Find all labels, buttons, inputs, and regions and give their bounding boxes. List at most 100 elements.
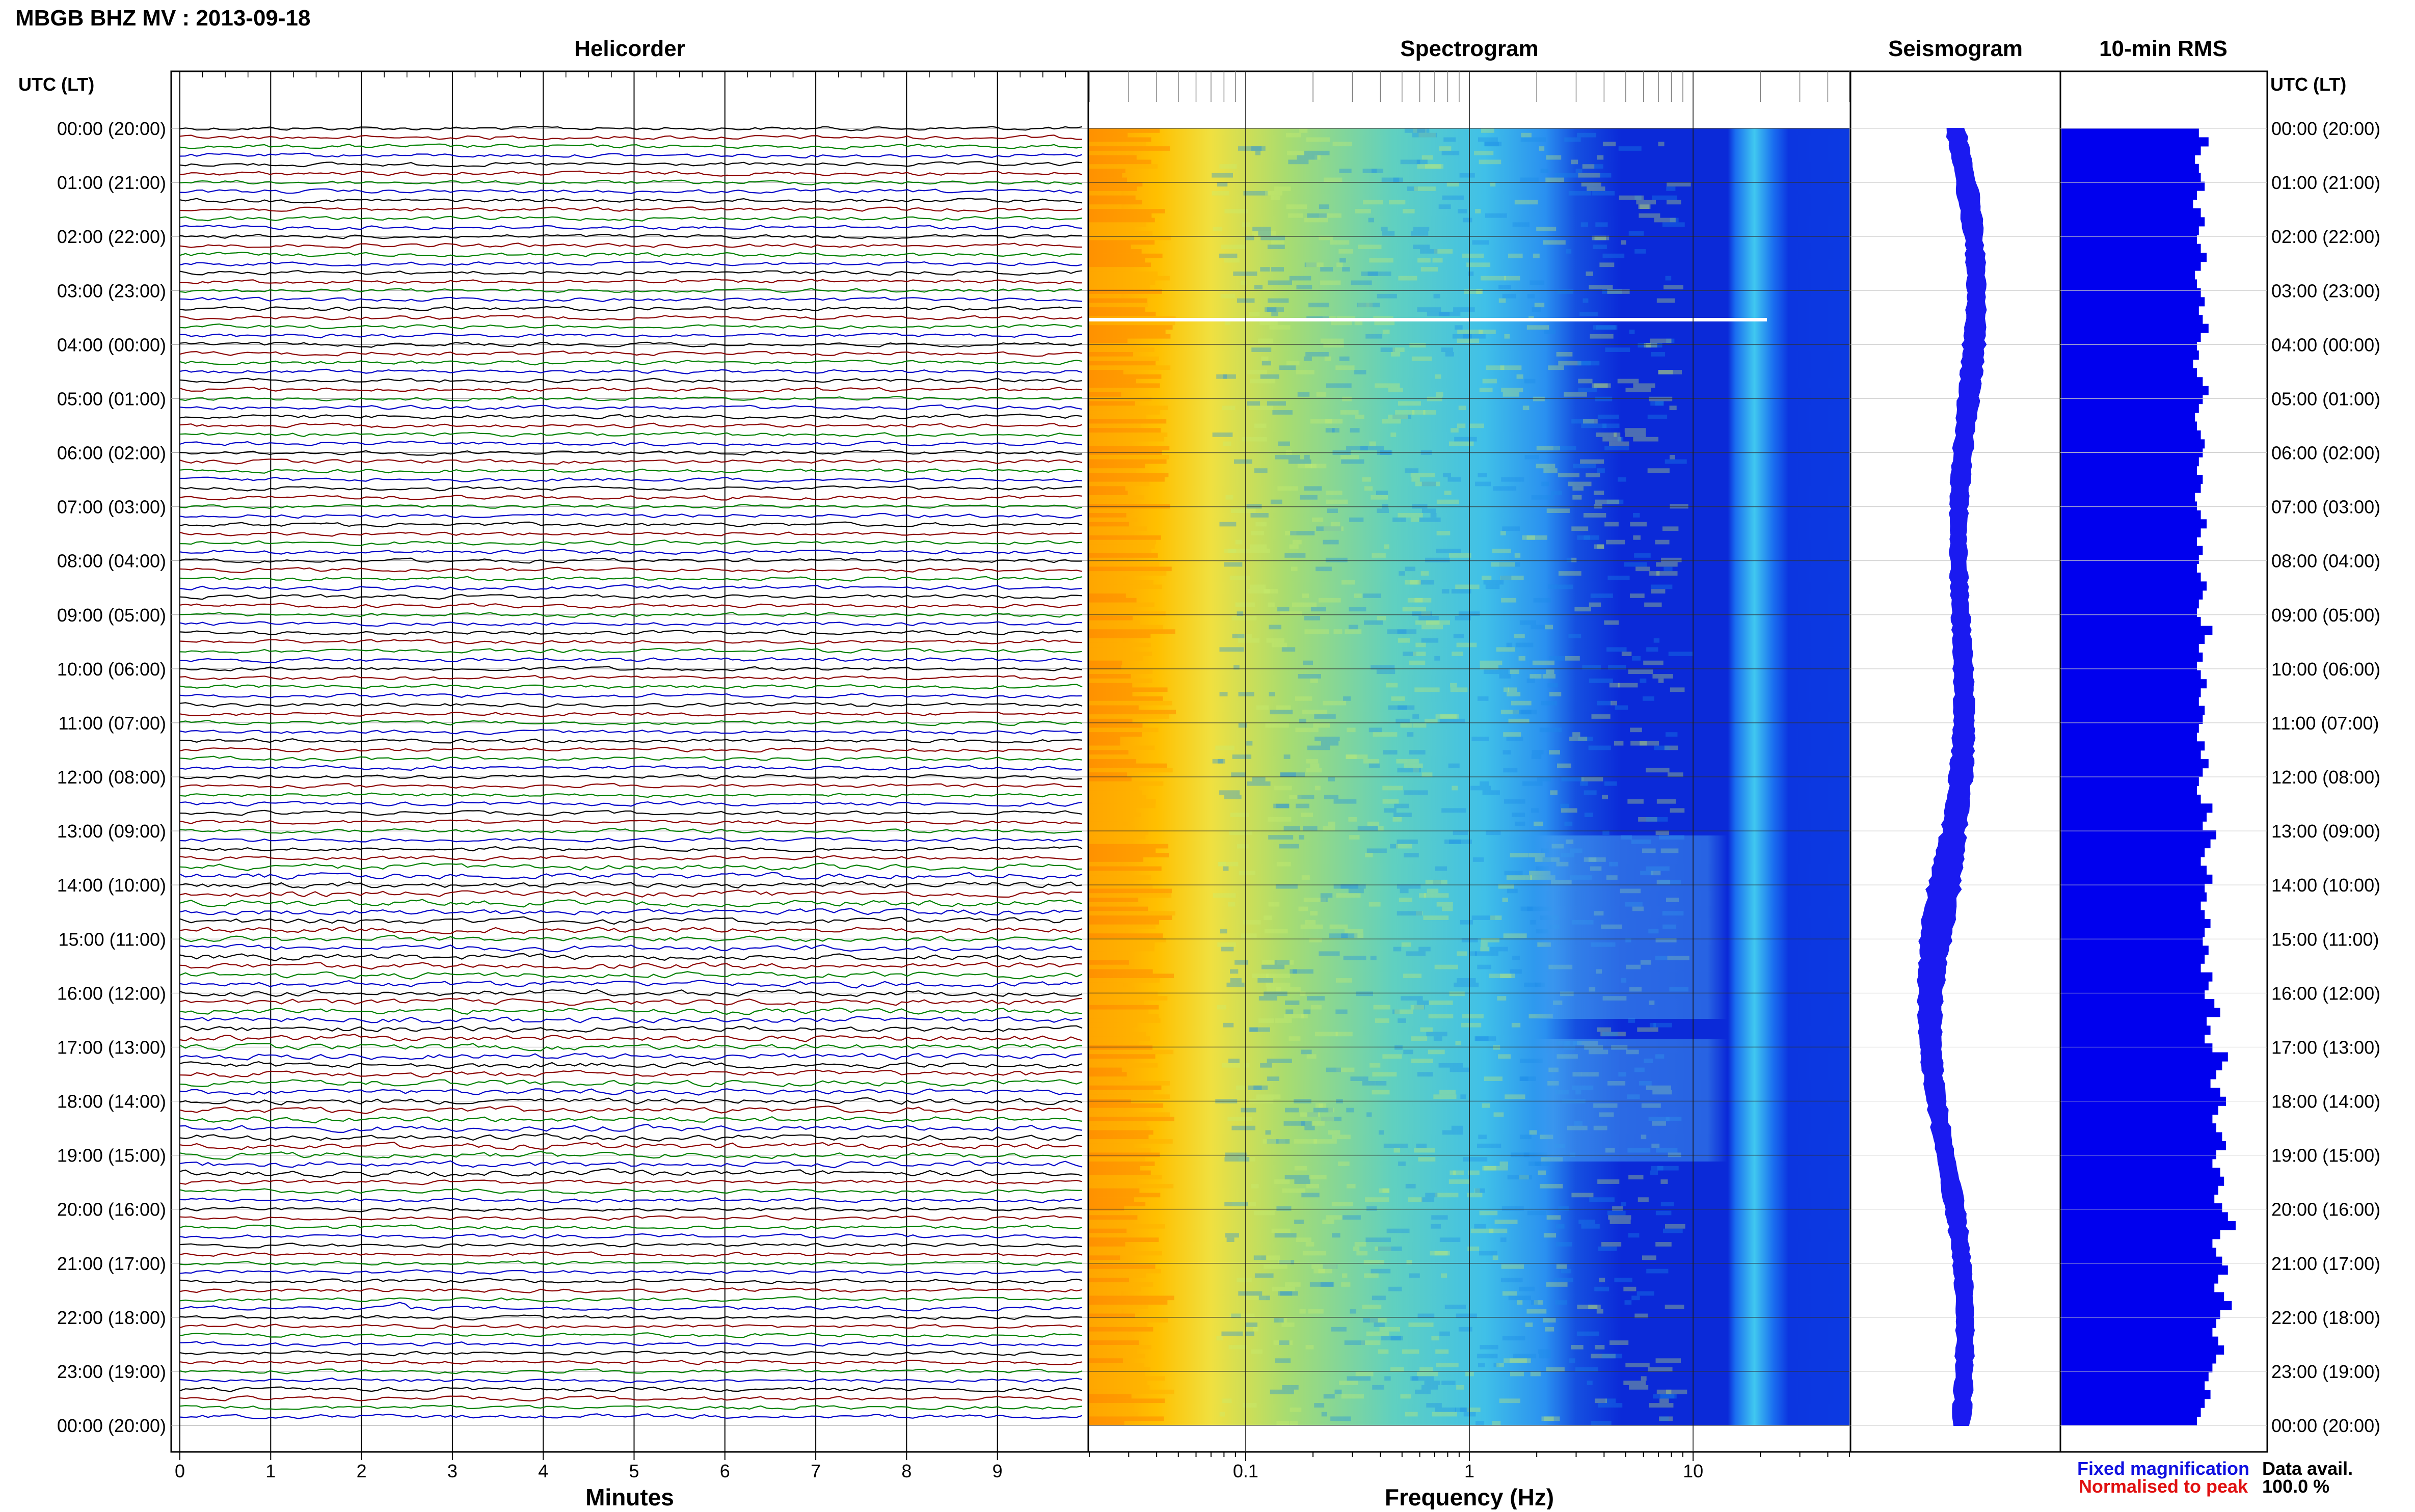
spectrogram-speckle	[1265, 1130, 1271, 1135]
time-label-left: 00:00 (20:00)	[57, 1415, 166, 1436]
spectrogram-speckle	[1470, 1228, 1494, 1233]
spectrogram-row-band	[1089, 1220, 1129, 1224]
spectrogram-speckle	[1257, 978, 1273, 983]
spectrogram-speckle	[1332, 1135, 1351, 1140]
spectrogram-speckle	[1452, 334, 1472, 339]
spectrogram-speckle	[1301, 875, 1310, 880]
spectrogram-speckle	[1621, 240, 1626, 245]
spectrogram-speckle	[1571, 159, 1578, 165]
spectrogram-speckle	[1506, 875, 1532, 880]
spectrogram-speckle	[1278, 1260, 1291, 1264]
spectrogram-speckle	[1434, 656, 1440, 661]
spectrogram-speckle	[1310, 1005, 1322, 1010]
rms-bar	[2061, 1221, 2236, 1230]
spectrogram-speckle	[1517, 1300, 1523, 1305]
spectrogram-speckle	[1238, 1157, 1255, 1162]
spectrogram-speckle	[1269, 325, 1291, 330]
helicorder-trace	[179, 989, 1083, 997]
spectrogram-speckle	[1416, 1000, 1429, 1005]
spectrogram-speckle	[1544, 1416, 1560, 1421]
spectrogram-row-band	[1089, 128, 1160, 133]
spectrogram-speckle	[1548, 584, 1573, 589]
spectrogram-speckle	[1591, 1421, 1612, 1425]
spectrogram-row-band	[1089, 454, 1169, 460]
helicorder-trace	[179, 1243, 1083, 1249]
spectrogram-speckle	[1587, 186, 1605, 191]
spectrogram-speckle	[1599, 173, 1612, 178]
spectrogram-speckle	[1433, 1036, 1442, 1041]
spectrogram-speckle	[1223, 1022, 1234, 1028]
spectrogram-speckle	[1414, 186, 1436, 191]
spectrogram-speckle	[1324, 795, 1338, 799]
spectrogram-row-band	[1089, 1349, 1137, 1354]
spectrogram-speckle	[1367, 821, 1380, 826]
spectrogram-speckle	[1423, 410, 1436, 415]
spectrogram-row-band	[1089, 821, 1124, 826]
rms-bar	[2061, 1052, 2228, 1062]
spectrogram-row-band	[1089, 705, 1139, 710]
time-label-right: 13:00 (09:00)	[2271, 821, 2380, 842]
rms-bar	[2061, 768, 2203, 777]
spectrogram-speckle	[1382, 231, 1395, 236]
spectrogram-row-band	[1089, 459, 1167, 464]
spectrogram-speckle	[1410, 1376, 1434, 1381]
helicorder-trace	[179, 765, 1083, 771]
spectrogram-speckle	[1226, 1237, 1235, 1243]
spectrogram-row-band	[1089, 620, 1140, 625]
spectrogram-row-band	[1089, 549, 1151, 554]
spectrogram-row-band	[1089, 741, 1120, 746]
spectrogram-speckle	[1292, 969, 1313, 974]
spectrogram-speckle	[1606, 647, 1627, 652]
rms-bar	[2061, 208, 2201, 218]
spectrogram-speckle	[1370, 1063, 1381, 1068]
spectrogram-speckle	[1468, 1170, 1480, 1175]
spectrogram-speckle	[1238, 692, 1254, 696]
spectrogram-speckle	[1339, 1381, 1358, 1385]
spectrogram-speckle	[1482, 575, 1492, 580]
spectrogram-speckle	[1283, 754, 1291, 759]
spectrogram-speckle	[1594, 1286, 1609, 1291]
spectrogram-speckle	[1269, 625, 1281, 630]
spectrogram-row-band	[1089, 298, 1147, 303]
spectrogram-row-band	[1089, 499, 1129, 504]
spectrogram-speckle	[1302, 593, 1309, 598]
spectrogram-speckle	[1668, 772, 1683, 777]
spectrogram-speckle	[1330, 240, 1350, 245]
spectrogram-speckle	[1398, 276, 1417, 281]
helicorder-trace	[179, 1215, 1083, 1221]
spectrogram-row-band	[1089, 169, 1125, 173]
spectrogram-speckle	[1212, 191, 1229, 196]
spectrogram-speckle	[1575, 169, 1582, 173]
spectrogram-speckle	[1454, 982, 1479, 987]
spectrogram-row-band	[1089, 1389, 1174, 1394]
spectrogram-row-band	[1089, 1327, 1153, 1332]
spectrogram-speckle	[1419, 517, 1441, 522]
spectrogram-speckle	[1531, 1300, 1538, 1305]
helicorder-trace	[179, 980, 1083, 989]
spectrogram-speckle	[1295, 803, 1309, 808]
spectrogram-speckle	[1528, 1162, 1541, 1166]
spectrogram-speckle	[1339, 258, 1346, 263]
spectrogram-speckle	[1261, 964, 1285, 969]
spectrogram-speckle	[1360, 446, 1384, 451]
spectrogram-speckle	[1229, 575, 1250, 580]
spectrogram-speckle	[1609, 441, 1629, 446]
spectrogram-speckle	[1371, 1260, 1384, 1264]
spectrogram-speckle	[1358, 245, 1382, 250]
spectrogram-speckle	[1381, 177, 1400, 182]
spectrogram-speckle	[1444, 491, 1452, 495]
spectrogram-speckle	[1217, 759, 1223, 764]
spectrogram-speckle	[1450, 1170, 1456, 1175]
spectrogram-speckle	[1218, 861, 1226, 867]
spectrogram-row-band	[1089, 1036, 1150, 1041]
rms-bar	[2061, 1283, 2215, 1293]
spectrogram-speckle	[1220, 929, 1227, 934]
spectrogram-speckle	[1284, 1175, 1309, 1180]
rms-bar	[2061, 253, 2207, 262]
spectrogram-speckle	[1541, 700, 1558, 706]
spectrogram-speckle	[1569, 1358, 1575, 1363]
rms-bar	[2061, 501, 2197, 511]
spectrogram-speckle	[1614, 741, 1624, 746]
helicorder-trace	[179, 252, 1083, 257]
spectrogram-speckle	[1325, 428, 1335, 433]
